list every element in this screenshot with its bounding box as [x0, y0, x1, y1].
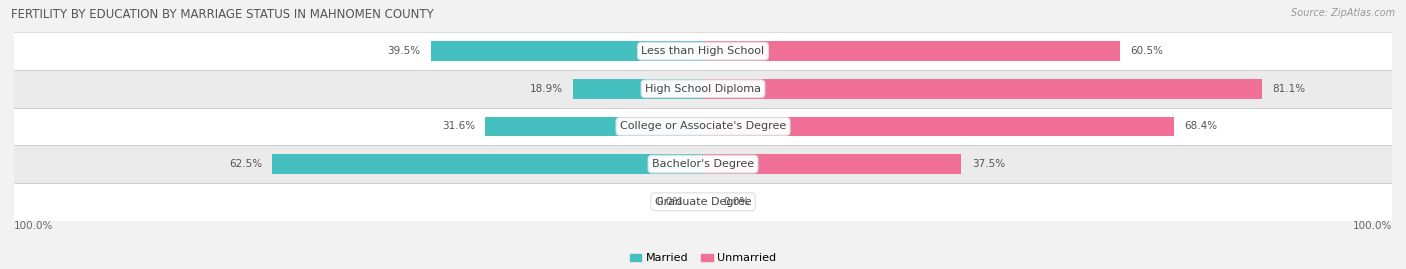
Text: 81.1%: 81.1%: [1272, 84, 1305, 94]
Bar: [14, 108, 1392, 145]
Bar: [572, 79, 703, 98]
Bar: [14, 183, 1392, 221]
Text: 100.0%: 100.0%: [14, 221, 53, 231]
Bar: [14, 32, 1392, 70]
Text: 18.9%: 18.9%: [529, 84, 562, 94]
Text: Bachelor's Degree: Bachelor's Degree: [652, 159, 754, 169]
Text: 68.4%: 68.4%: [1185, 121, 1218, 132]
Text: Less than High School: Less than High School: [641, 46, 765, 56]
Text: College or Associate's Degree: College or Associate's Degree: [620, 121, 786, 132]
Bar: [703, 154, 962, 174]
Bar: [430, 41, 703, 61]
Text: 100.0%: 100.0%: [1353, 221, 1392, 231]
Text: Source: ZipAtlas.com: Source: ZipAtlas.com: [1291, 8, 1395, 18]
Bar: [14, 70, 1392, 108]
Bar: [703, 117, 1174, 136]
Text: Graduate Degree: Graduate Degree: [655, 197, 751, 207]
Text: 31.6%: 31.6%: [441, 121, 475, 132]
Text: 0.0%: 0.0%: [724, 197, 749, 207]
Text: 62.5%: 62.5%: [229, 159, 262, 169]
Text: 0.0%: 0.0%: [657, 197, 682, 207]
Bar: [485, 117, 703, 136]
Text: 60.5%: 60.5%: [1130, 46, 1163, 56]
Text: 37.5%: 37.5%: [972, 159, 1005, 169]
Text: 39.5%: 39.5%: [388, 46, 420, 56]
Bar: [273, 154, 703, 174]
Bar: [14, 145, 1392, 183]
Legend: Married, Unmarried: Married, Unmarried: [626, 249, 780, 268]
Bar: [703, 41, 1119, 61]
Text: High School Diploma: High School Diploma: [645, 84, 761, 94]
Bar: [703, 79, 1261, 98]
Text: FERTILITY BY EDUCATION BY MARRIAGE STATUS IN MAHNOMEN COUNTY: FERTILITY BY EDUCATION BY MARRIAGE STATU…: [11, 8, 434, 21]
